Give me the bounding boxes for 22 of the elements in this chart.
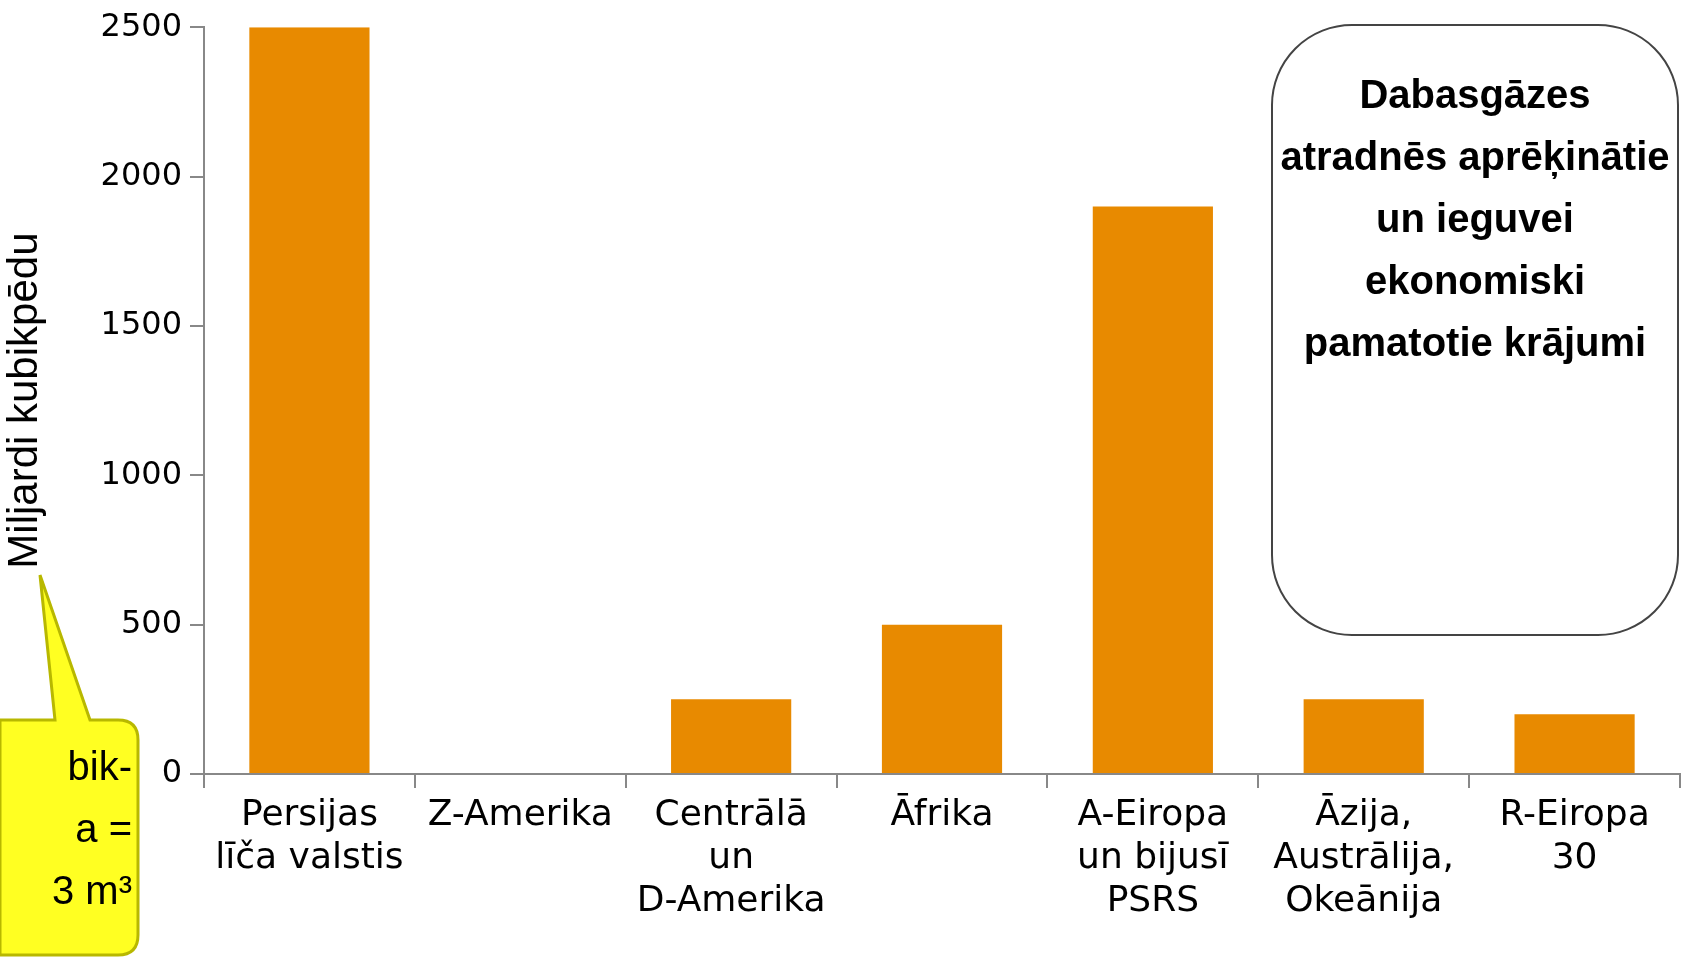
x-tick-label: Āzija, Austrālija, Okeānija (1273, 791, 1455, 920)
bar (249, 27, 370, 773)
bar (1303, 699, 1424, 773)
y-tick-label: 1500 (100, 304, 182, 343)
text: Dabasgāzes atradnēs aprēķinātie un ieguvei ekonomiski pamatotie krājumi (1279, 71, 1671, 366)
y-tick-label: 500 (120, 602, 182, 641)
x-tick-label: Persijas līča valstis (215, 791, 404, 877)
y-tick-label: 2500 (100, 5, 182, 44)
x-tick-label: Z-Amerika (427, 791, 613, 833)
bar (671, 699, 792, 773)
x-tick-label: R-Eiropa 30 (1499, 791, 1650, 877)
x-tick-label: Centrālā un D-Amerika (636, 791, 826, 920)
y-axis-title: Miljardi kubikpēdu (0, 232, 46, 569)
bar (881, 624, 1003, 773)
y-tick-label: 2000 (100, 154, 182, 193)
x-tick-label: Āfrika (890, 791, 994, 833)
y-tick-label: 0 (161, 752, 182, 791)
y-tick-label: 1000 (100, 453, 182, 492)
bar (1514, 714, 1635, 773)
bar (1092, 206, 1213, 773)
text: bik- a = 3 m³ (51, 743, 132, 914)
x-tick-label: A-Eiropa un bijusī PSRS (1077, 791, 1230, 920)
